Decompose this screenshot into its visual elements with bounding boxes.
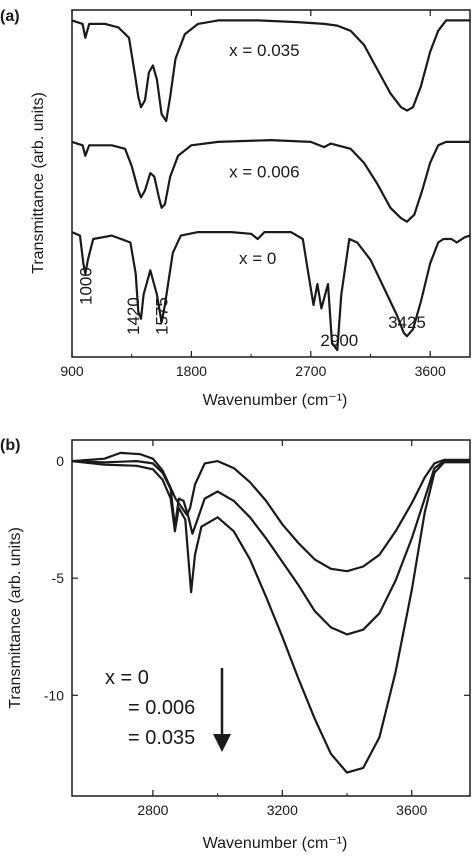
peak-label: 1575 [153, 297, 172, 335]
x-axis-title: Wavenumber (cm⁻¹) [203, 392, 348, 409]
peak-label: 2900 [320, 331, 358, 350]
peak-label: 1420 [124, 297, 143, 335]
panel-a: (a) 900 1800 2700 3600 Wavenumber (cm⁻¹) Trans… [0, 8, 471, 409]
y-tick-label: 0 [56, 453, 64, 469]
plot-frame [71, 439, 471, 797]
x-tick-label: 3600 [396, 802, 427, 818]
series-line-0 [71, 451, 470, 573]
x-axis-title: Wavenumber (cm⁻¹) [203, 835, 348, 852]
series-label: x = 0.035 [229, 41, 299, 60]
peak-label: 3425 [388, 313, 426, 332]
panel-b: (b) 2800 3200 3600 0 -5 -10 Wavenumber (cm⁻¹) Tr… [0, 437, 471, 852]
legend-entry: = 0.006 [128, 697, 195, 719]
y-tick-label: -10 [44, 687, 64, 703]
series-line-1 [71, 460, 470, 636]
x-tick-label: 2800 [137, 802, 168, 818]
y-axis-title: Transmittance (arb. units) [30, 92, 47, 274]
x-tick-label: 2700 [295, 363, 326, 379]
series-line-0 [71, 19, 470, 123]
x-tick-label: 900 [60, 363, 84, 379]
trend-arrow-head [213, 734, 231, 752]
y-axis-title: Transmittance (arb. units) [7, 527, 24, 709]
legend-entry: x = 0 [105, 667, 149, 689]
series-label: x = 0.006 [229, 162, 299, 181]
series-line-2 [71, 231, 471, 352]
legend-entry: = 0.035 [128, 727, 195, 749]
series-line-1 [71, 139, 470, 223]
x-tick-label: 3200 [267, 802, 298, 818]
x-tick-label: 1800 [176, 363, 207, 379]
panel-label: (a) [0, 8, 20, 25]
x-tick-label: 3600 [415, 363, 446, 379]
plot-frame [71, 9, 471, 358]
peak-label: 1000 [76, 267, 95, 305]
y-tick-label: -5 [52, 570, 65, 586]
series-line-2 [71, 460, 470, 774]
panel-label: (b) [0, 437, 20, 454]
series-label: x = 0 [239, 249, 276, 268]
